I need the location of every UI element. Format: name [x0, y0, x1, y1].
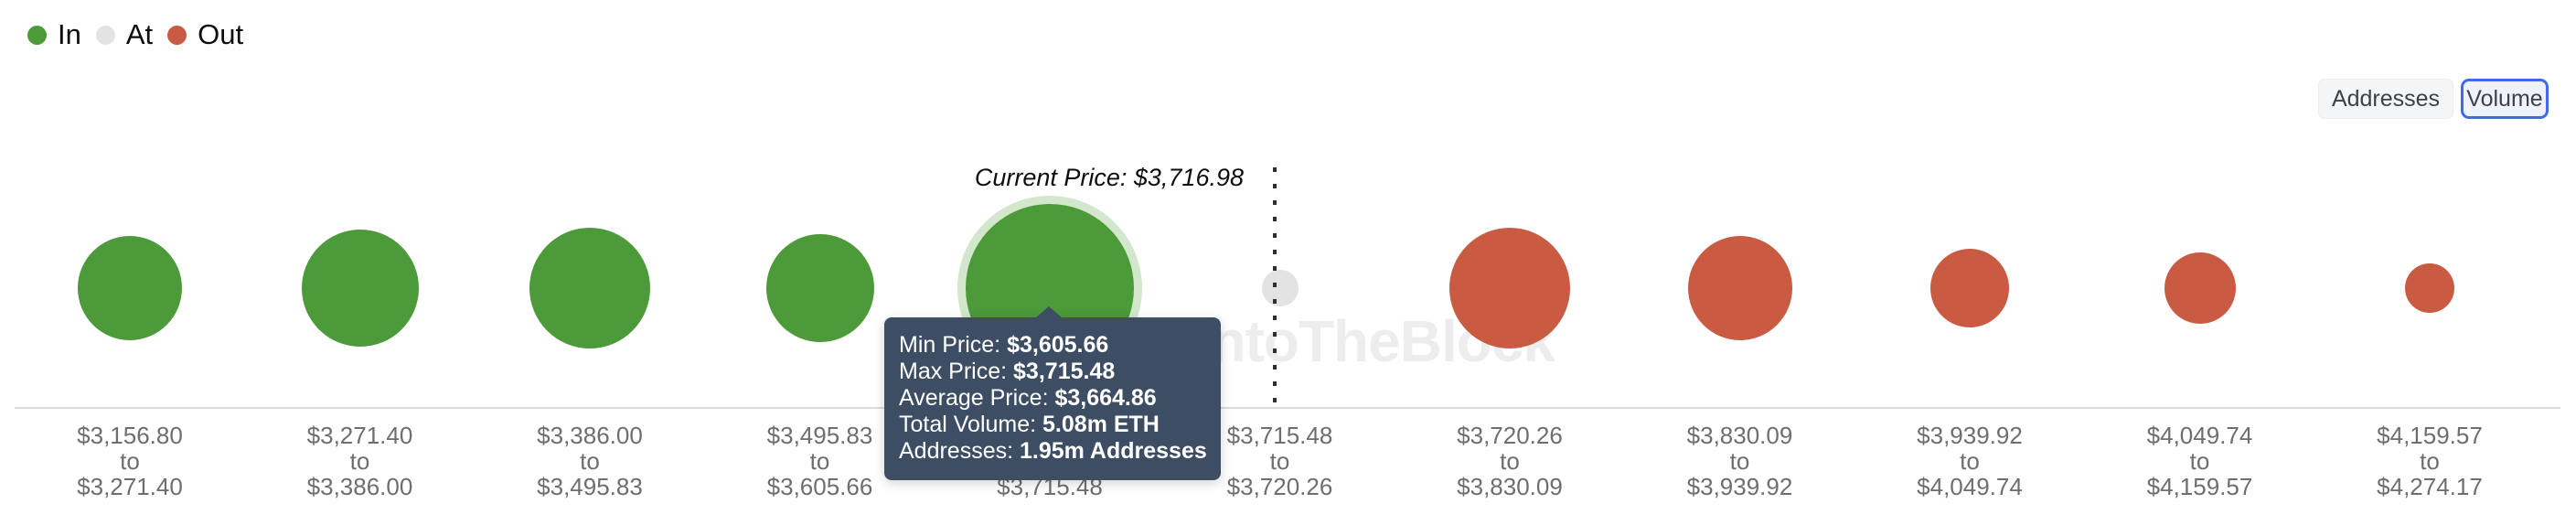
bubble-in-3[interactable]: [765, 234, 874, 342]
legend-label-out: Out: [198, 18, 244, 50]
tooltip-addresses: Addresses: 1.95m Addresses: [899, 438, 1207, 464]
in-dot-icon: [27, 25, 47, 45]
out-dot-icon: [167, 25, 187, 45]
x-axis-label-8: $3,939.92 to $4,049.74: [1917, 422, 2023, 500]
x-axis-label-10: $4,159.57 to $4,274.17: [2377, 422, 2483, 500]
legend-label-in: In: [58, 18, 81, 50]
tooltip-average-price: Average Price: $3,664.86: [899, 385, 1157, 411]
x-axis-label-7: $3,830.09 to $3,939.92: [1686, 422, 1793, 500]
bubble-out-9[interactable]: [2164, 252, 2236, 324]
bubble-in-0[interactable]: [78, 236, 182, 340]
legend-label-at: At: [125, 18, 154, 50]
x-axis-label-3: $3,495.83 to $3,605.66: [766, 422, 873, 500]
tooltip-min-price: Min Price: $3,605.66: [899, 332, 1109, 358]
bubble-at-5[interactable]: [1261, 270, 1299, 306]
legend-item-in[interactable]: In: [27, 18, 81, 51]
legend-item-out[interactable]: Out: [167, 18, 243, 51]
legend-item-at[interactable]: At: [95, 18, 154, 51]
bubble-out-6[interactable]: [1449, 228, 1570, 348]
view-toggle: Addresses Volume: [2318, 79, 2549, 119]
tooltip-max-price: Max Price: $3,715.48: [899, 359, 1116, 384]
volume-button[interactable]: Volume: [2461, 79, 2549, 119]
addresses-button[interactable]: Addresses: [2318, 79, 2453, 119]
x-axis-label-2: $3,386.00 to $3,495.83: [537, 422, 643, 500]
bubble-out-8[interactable]: [1930, 249, 2009, 327]
bubble-in-2[interactable]: [529, 228, 650, 348]
bucket-tooltip: Min Price: $3,605.66 Max Price: $3,715.4…: [884, 306, 1221, 480]
bubble-out-10[interactable]: [2405, 263, 2454, 313]
x-axis-label-6: $3,720.26 to $3,830.09: [1457, 422, 1563, 500]
x-axis-line: [15, 407, 2560, 409]
bubble-out-7[interactable]: [1687, 236, 1792, 340]
x-axis-label-9: $4,049.74 to $4,159.57: [2146, 422, 2253, 500]
bubble-in-1[interactable]: [301, 230, 419, 347]
at-dot-icon: [95, 25, 115, 45]
x-axis-label-5: $3,715.48 to $3,720.26: [1226, 422, 1333, 500]
x-axis-label-1: $3,271.40 to $3,386.00: [306, 422, 413, 500]
current-price-dotted-line: [1273, 167, 1277, 408]
tooltip-total-volume: Total Volume: 5.08m ETH: [899, 412, 1160, 437]
current-price-label: Current Price: $3,716.98: [974, 164, 1244, 191]
legend: In At Out: [27, 18, 243, 51]
x-axis-label-0: $3,156.80 to $3,271.40: [77, 422, 183, 500]
